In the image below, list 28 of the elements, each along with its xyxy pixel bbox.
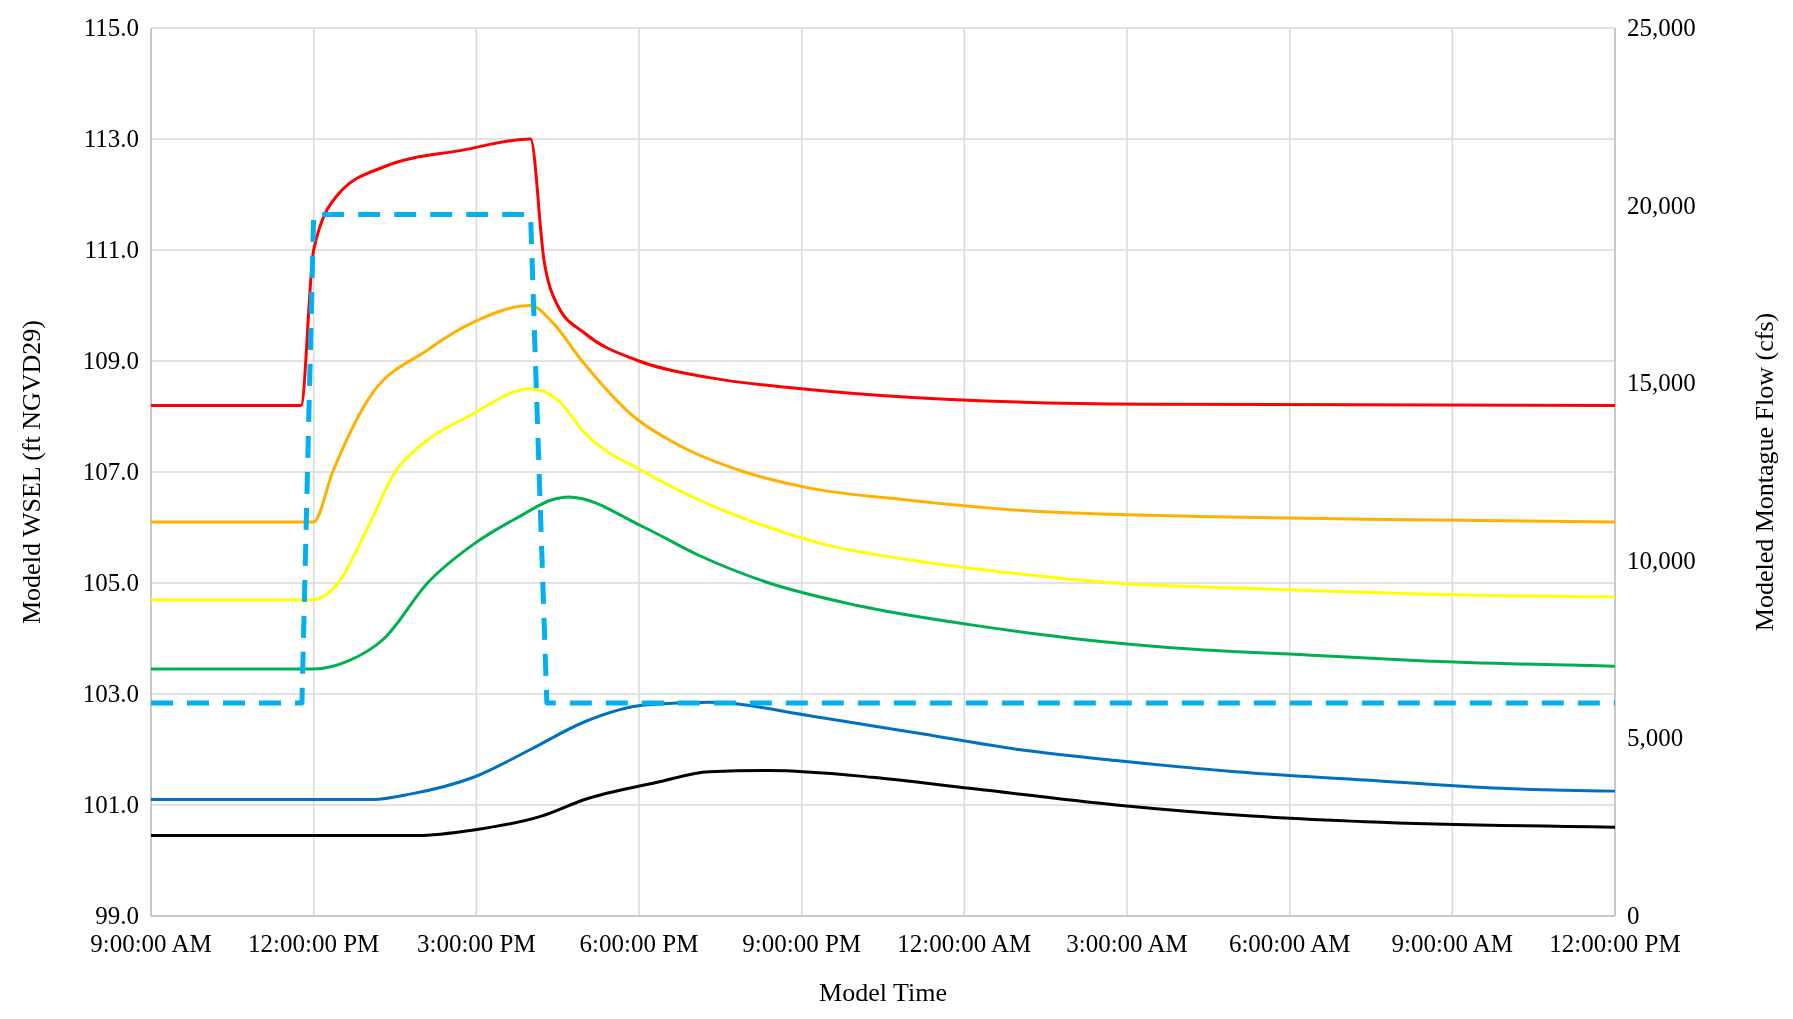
x-tick-label: 3:00:00 AM bbox=[1066, 930, 1188, 957]
y2-tick-label: 10,000 bbox=[1627, 546, 1696, 574]
y2-tick-label: 20,000 bbox=[1627, 191, 1696, 219]
x-tick-label: 9:00:00 PM bbox=[742, 930, 862, 957]
x-tick-label: 9:00:00 AM bbox=[1391, 930, 1514, 957]
y-tick-label: 115.0 bbox=[83, 14, 139, 41]
x-tick-label: 6:00:00 PM bbox=[579, 930, 699, 957]
y2-tick-label: 15,000 bbox=[1627, 369, 1696, 397]
y-tick-label: 111.0 bbox=[84, 236, 139, 263]
y-tick-label: 101.0 bbox=[82, 791, 139, 818]
y2-axis-title: Modeled Montague Flow (cfs) bbox=[1750, 312, 1779, 632]
y-tick-label: 109.0 bbox=[82, 347, 139, 374]
x-tick-label: 12:00:00 PM bbox=[1549, 930, 1681, 957]
y2-tick-label: 0 bbox=[1627, 902, 1640, 929]
x-tick-label: 9:00:00 AM bbox=[90, 930, 212, 957]
y-axis-title: Modeld WSEL (ft NGVD29) bbox=[17, 319, 46, 625]
y2-tick-label: 5,000 bbox=[1627, 724, 1684, 752]
y2-tick-label: 25,000 bbox=[1627, 14, 1696, 41]
x-tick-label: 3:00:00 PM bbox=[416, 930, 536, 957]
x-tick-label: 12:00:00 AM bbox=[897, 930, 1032, 957]
y-tick-label: 107.0 bbox=[82, 458, 139, 485]
x-tick-label: 6:00:00 AM bbox=[1228, 930, 1351, 957]
y-tick-label: 99.0 bbox=[95, 902, 139, 929]
y-tick-label: 103.0 bbox=[82, 680, 139, 707]
y-tick-label: 113.0 bbox=[83, 125, 139, 152]
x-tick-label: 12:00:00 PM bbox=[248, 930, 380, 957]
y-tick-label: 105.0 bbox=[82, 569, 139, 596]
x-axis-title: Model Time bbox=[819, 978, 947, 1007]
